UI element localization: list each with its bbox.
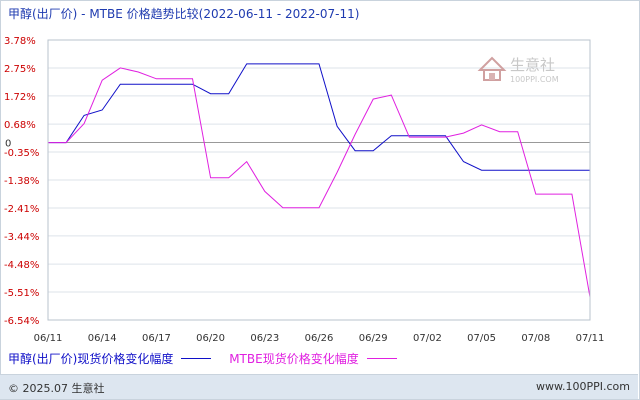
x-tick-label: 07/02	[413, 333, 442, 344]
y-tick-label: -5.51%	[4, 288, 39, 299]
y-tick-label: 2.75%	[4, 64, 36, 75]
y-tick-label: -0.35%	[4, 148, 39, 159]
x-axis-labels: 06/11 06/14 06/17 06/20 06/23 06/26 06/29 07/02…	[34, 333, 605, 344]
site-url[interactable]: www.100PPI.com	[536, 380, 630, 393]
x-tick-label: 06/14	[88, 333, 117, 344]
legend-item-methanol: 甲醇(出厂价)现货价格变化幅度	[8, 350, 212, 367]
y-tick-label: 0	[5, 139, 11, 150]
legend-label-methanol: 甲醇(出厂价)现货价格变化幅度	[8, 352, 174, 366]
x-tick-label: 07/05	[467, 333, 496, 344]
y-tick-label: -1.38%	[4, 176, 39, 187]
x-tick-label: 07/08	[521, 333, 550, 344]
y-tick-label: -4.48%	[4, 260, 39, 271]
watermark-logo: 生意社 100PPI.COM	[477, 56, 559, 84]
y-tick-label: 0.68%	[4, 120, 36, 131]
series-lines	[48, 63, 591, 298]
x-tick-label: 06/29	[359, 333, 388, 344]
watermark-name: 生意社	[510, 56, 555, 74]
x-tick-label: 07/11	[576, 333, 605, 344]
x-tick-label: 06/17	[142, 333, 171, 344]
footer-bar: © 2025.07 生意社 www.100PPI.com	[0, 374, 638, 399]
x-tick-label: 06/26	[305, 333, 334, 344]
y-tick-label: -2.41%	[4, 204, 39, 215]
copyright-text: © 2025.07 生意社	[8, 382, 105, 395]
series-line-methanol	[48, 63, 590, 171]
watermark-url: 100PPI.COM	[510, 75, 559, 84]
chart-title: 甲醇(出厂价) - MTBE 价格趋势比较(2022-06-11 - 2022-…	[8, 7, 360, 21]
legend: 甲醇(出厂价)现货价格变化幅度 MTBE现货价格变化幅度	[8, 350, 411, 367]
y-tick-label: -6.54%	[4, 316, 39, 327]
legend-item-mtbe: MTBE现货价格变化幅度	[229, 350, 397, 367]
legend-label-mtbe: MTBE现货价格变化幅度	[229, 352, 359, 366]
grid-lines	[48, 39, 590, 321]
y-axis-labels: 3.78% 2.75% 1.72% 0.68% 0-0.35% -1.38% -2.41% -…	[4, 36, 39, 327]
legend-swatch-mtbe	[366, 358, 397, 359]
plot-border	[47, 39, 591, 321]
series-line-mtbe	[48, 67, 591, 298]
y-tick-label: 3.78%	[4, 36, 36, 47]
x-tick-label: 06/11	[34, 333, 63, 344]
x-tick-label: 06/20	[196, 333, 225, 344]
legend-swatch-methanol	[181, 358, 212, 359]
y-tick-label: 1.72%	[4, 92, 36, 103]
y-tick-label: -3.44%	[4, 232, 39, 243]
x-tick-label: 06/23	[250, 333, 279, 344]
